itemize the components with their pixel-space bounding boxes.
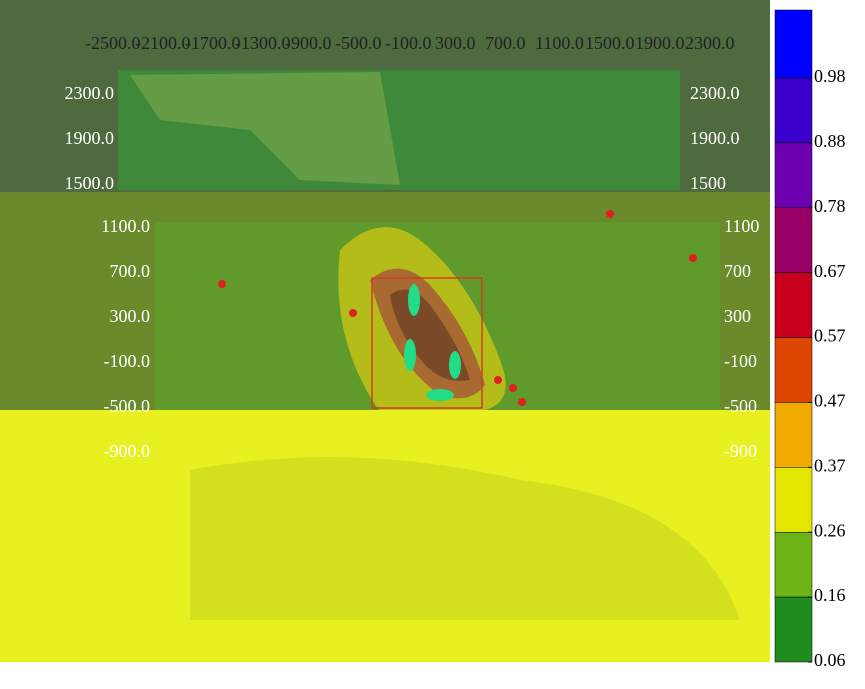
axis-label: -100.0 bbox=[385, 33, 432, 53]
axis-label: 1500 bbox=[690, 173, 726, 193]
axis-label: 1500.0 bbox=[585, 33, 635, 53]
axis-label: -2500.0 bbox=[85, 33, 141, 53]
marker bbox=[509, 384, 517, 392]
colorbar-label: 0.98 bbox=[814, 66, 846, 86]
marker bbox=[689, 254, 697, 262]
axis-label: -900.0 bbox=[285, 33, 332, 53]
axis-label: -1700.0 bbox=[185, 33, 241, 53]
colorbar-label: 0.16 bbox=[814, 585, 846, 605]
sources bbox=[404, 284, 461, 401]
axis-label: -500.0 bbox=[335, 33, 382, 53]
colorbar-band bbox=[774, 142, 813, 209]
axis-label: 1100.0 bbox=[101, 216, 150, 236]
colorbar-label: 0.26 bbox=[814, 520, 846, 540]
axis-label: 1500.0 bbox=[65, 173, 115, 193]
axis-label: -900.0 bbox=[104, 441, 151, 461]
axis-label: -900 bbox=[724, 441, 757, 461]
axis-label: 300 bbox=[724, 306, 751, 326]
axis-label: -1300.0 bbox=[235, 33, 291, 53]
axis-label: 700 bbox=[724, 261, 751, 281]
axis-label: -100 bbox=[724, 351, 757, 371]
colorbar-label: 0.67 bbox=[814, 261, 846, 281]
colorbar-label: 0.47 bbox=[814, 391, 846, 411]
axis-label: 1900.0 bbox=[65, 128, 115, 148]
markers bbox=[218, 210, 697, 406]
axis-label: 700.0 bbox=[485, 33, 526, 53]
marker bbox=[518, 398, 526, 406]
axis-label: 2300.0 bbox=[690, 83, 740, 103]
colorbar-label: 0.37 bbox=[814, 455, 846, 475]
colorbar-label: 0.88 bbox=[814, 131, 846, 151]
axis-label: 2300.0 bbox=[685, 33, 735, 53]
colorbar-label: 0.57 bbox=[814, 326, 846, 346]
marker bbox=[494, 376, 502, 384]
axis-label: 300.0 bbox=[435, 33, 476, 53]
axis-label: 2300.0 bbox=[65, 83, 115, 103]
colorbar-band bbox=[774, 272, 813, 338]
colorbar-band bbox=[774, 337, 813, 403]
axis-label: 1900.0 bbox=[690, 128, 740, 148]
axis-label: 700.0 bbox=[110, 261, 151, 281]
source bbox=[408, 284, 420, 316]
contour-zone bbox=[190, 457, 740, 620]
colorbar-band bbox=[774, 467, 813, 533]
marker bbox=[218, 280, 226, 288]
source bbox=[404, 339, 416, 371]
axis-label: 1100.0 bbox=[535, 33, 584, 53]
colorbar-band bbox=[774, 402, 813, 468]
axis-label: 1100 bbox=[724, 216, 759, 236]
colorbar-band bbox=[774, 207, 813, 273]
marker bbox=[349, 309, 357, 317]
marker bbox=[606, 210, 614, 218]
colorbar-band bbox=[774, 596, 813, 663]
boundary bbox=[371, 277, 483, 409]
colorbar-band bbox=[774, 77, 813, 144]
axis-label: -500.0 bbox=[104, 396, 151, 416]
axis-label: 1900.0 bbox=[635, 33, 685, 53]
source bbox=[426, 389, 454, 401]
axis-label: -2100.0 bbox=[135, 33, 191, 53]
colorbar-label: 0.06 bbox=[814, 650, 846, 670]
colorbar-band bbox=[774, 531, 813, 598]
axis-label: -500 bbox=[724, 396, 757, 416]
axis-label: 300.0 bbox=[110, 306, 151, 326]
colorbar-band bbox=[774, 9, 813, 79]
source bbox=[449, 351, 461, 379]
colorbar-label: 0.78 bbox=[814, 196, 846, 216]
axis-label: -100.0 bbox=[104, 351, 151, 371]
contour-zone bbox=[130, 72, 400, 185]
